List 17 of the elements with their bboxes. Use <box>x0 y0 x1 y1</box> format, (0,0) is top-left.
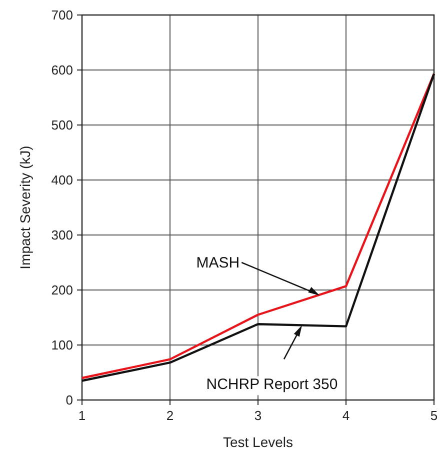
y-axis-title: Impact Severity (kJ) <box>17 146 33 270</box>
y-tick-label: 300 <box>51 228 73 242</box>
y-tick-label: 200 <box>51 282 73 298</box>
x-tick-label: 2 <box>166 408 174 423</box>
y-tick-label: 600 <box>51 62 73 78</box>
x-tick-label: 5 <box>430 408 438 423</box>
y-tick-label: 0 <box>66 392 73 408</box>
y-tick-label: 700 <box>51 8 73 22</box>
y-tick-label: 100 <box>51 338 73 352</box>
x-axis-title: Test Levels <box>222 434 294 450</box>
y-tick-label: 400 <box>51 172 73 188</box>
x-tick-label: 1 <box>78 408 86 423</box>
x-tick-label: 3 <box>254 408 262 423</box>
x-tick-label: 4 <box>342 408 350 423</box>
annotation: NCHRP Report 350 <box>206 376 338 394</box>
y-tick-label: 500 <box>51 118 73 132</box>
annotation: MASH <box>196 254 240 272</box>
